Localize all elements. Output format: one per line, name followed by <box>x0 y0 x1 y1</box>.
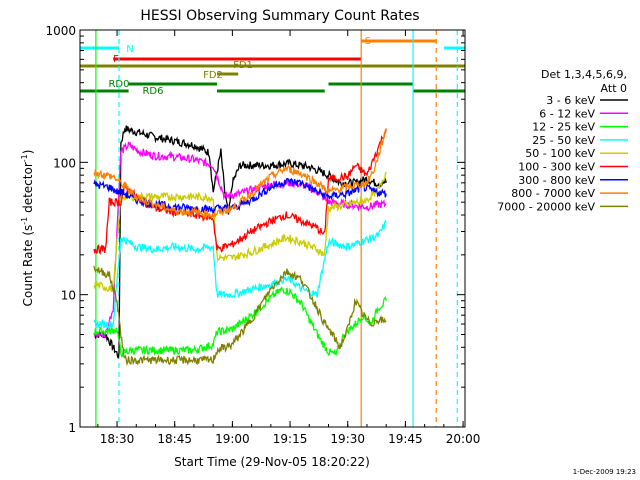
legend-header-2: Att 0 <box>601 82 627 95</box>
y-tick-label-2: 100 <box>53 156 76 170</box>
series-line-7 <box>93 128 387 220</box>
series-line-5 <box>93 128 387 256</box>
series-line-8 <box>93 265 387 367</box>
flag-label-fd2: FD2 <box>203 70 223 81</box>
legend-label-3: 25 - 50 keV <box>532 134 595 147</box>
x-tick-label-4: 19:30 <box>330 432 365 446</box>
legend-label-6: 300 - 800 keV <box>518 174 595 187</box>
y-axis-label: Count Rate (s-1 detector-1) <box>20 150 35 307</box>
series-layer <box>93 125 387 367</box>
flag-label-n: N <box>126 44 133 55</box>
legend-label-1: 6 - 12 keV <box>539 107 595 120</box>
legend-label-2: 12 - 25 keV <box>532 121 595 134</box>
y-axis: 1 10 100 1000 <box>45 24 465 435</box>
event-markers <box>95 30 458 427</box>
legend-label-5: 100 - 300 keV <box>518 161 595 174</box>
plot-frame <box>79 29 466 428</box>
chart-title: HESSI Observing Summary Count Rates <box>140 8 419 24</box>
x-tick-label-6: 20:00 <box>446 432 481 446</box>
x-axis: 18:30 18:45 19:00 19:15 19:30 19:45 20:00 <box>97 30 481 446</box>
legend-label-4: 50 - 100 keV <box>525 147 595 160</box>
legend-label-7: 800 - 7000 keV <box>511 187 595 200</box>
x-tick-label-1: 18:45 <box>157 432 192 446</box>
x-tick-label-0: 18:30 <box>100 432 135 446</box>
y-tick-label-0: 1 <box>68 421 76 435</box>
series-line-4 <box>93 171 387 293</box>
flag-label-rd6: RD6 <box>142 86 163 97</box>
footer-date: 1-Dec-2009 19:23 <box>573 468 636 476</box>
y-tick-label-1: 10 <box>61 289 76 303</box>
legend-label-8: 7000 - 20000 keV <box>497 200 595 213</box>
x-axis-label: Start Time (29-Nov-05 18:20:22) <box>174 455 370 469</box>
x-tick-label-5: 19:45 <box>388 432 423 446</box>
x-tick-label-3: 19:15 <box>273 432 308 446</box>
legend-header-1: Det 1,3,4,5,6,9, <box>541 68 627 81</box>
y-tick-label-3: 1000 <box>45 24 76 38</box>
x-tick-label-2: 19:00 <box>215 432 250 446</box>
legend-label-0: 3 - 6 keV <box>546 94 595 107</box>
flag-label-s: S <box>365 36 371 47</box>
flag-label-fd1: FD1 <box>233 60 253 71</box>
flag-label-f: F <box>113 54 119 65</box>
series-line-2 <box>93 286 387 358</box>
series-line-3 <box>93 219 387 329</box>
